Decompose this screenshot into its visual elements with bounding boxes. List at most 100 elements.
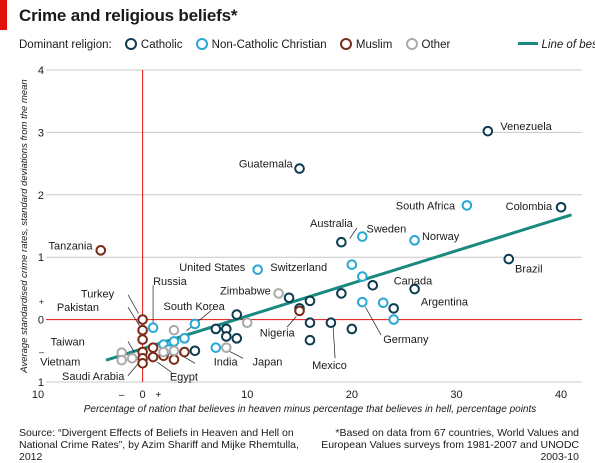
x-axis-label: Percentage of nation that believes in he…	[84, 404, 537, 415]
label-venezuela: Venezuela	[500, 121, 552, 133]
point-catholic	[285, 293, 294, 302]
point-muslim-tanzania	[96, 246, 105, 255]
x-tick-label: 30	[450, 389, 462, 401]
leader-line	[287, 316, 296, 327]
point-catholic	[191, 347, 200, 356]
y-axis-label: Average standardised crime rates, standa…	[19, 79, 30, 373]
y-tick-label: 1	[38, 252, 44, 264]
point-muslim-pakistan	[138, 326, 147, 335]
label-norway: Norway	[422, 231, 460, 243]
x-tick-label: 10	[32, 389, 44, 401]
point-muslim	[170, 355, 179, 364]
label-south-korea: South Korea	[164, 301, 226, 313]
label-united-states: United States	[179, 262, 246, 274]
point-other	[159, 348, 168, 357]
point-other-japan	[222, 343, 231, 352]
label-japan: Japan	[252, 356, 282, 368]
y-tick-label: 3	[38, 127, 44, 139]
label-zimbabwe: Zimbabwe	[220, 285, 271, 297]
label-canada: Canada	[394, 275, 433, 287]
point-muslim	[180, 348, 189, 357]
point-non-catholic-christian	[180, 334, 189, 343]
point-catholic-brazil	[504, 255, 513, 264]
point-non-catholic-christian-canada	[358, 272, 367, 281]
label-guatemala: Guatemala	[239, 159, 294, 171]
point-non-catholic-christian	[212, 343, 221, 352]
label-turkey: Turkey	[81, 288, 115, 300]
point-catholic-mexico	[327, 318, 336, 327]
data-points	[96, 127, 565, 368]
leader-line	[128, 307, 140, 326]
x-tick-label: 40	[555, 389, 567, 401]
point-non-catholic-christian-russia	[149, 323, 158, 332]
point-muslim	[149, 343, 158, 352]
point-catholic	[337, 238, 346, 247]
label-brazil: Brazil	[515, 263, 543, 275]
label-argentina: Argentina	[421, 297, 469, 309]
point-catholic	[212, 325, 221, 334]
point-non-catholic-christian-united-states	[253, 265, 262, 274]
point-other	[170, 347, 179, 356]
point-other-vietnam	[117, 356, 126, 365]
point-catholic-guatemala	[295, 164, 304, 173]
label-saudi-arabia: Saudi Arabia	[62, 371, 125, 383]
point-non-catholic-christian	[389, 315, 398, 324]
point-non-catholic-christian-germany	[358, 298, 367, 307]
point-catholic	[337, 289, 346, 298]
label-switzerland: Switzerland	[270, 262, 327, 274]
label-taiwan: Taiwan	[51, 336, 85, 348]
point-labels: VenezuelaGuatemalaColombiaBrazilArgentin…	[40, 121, 553, 383]
y-tick-label: 0	[38, 315, 44, 327]
leader-line	[128, 363, 138, 375]
point-catholic	[306, 318, 315, 327]
label-sweden: Sweden	[366, 223, 406, 235]
y-tick-label: 4	[38, 65, 44, 77]
point-catholic	[232, 334, 241, 343]
point-muslim-egypt	[138, 359, 147, 368]
label-germany: Germany	[383, 334, 429, 346]
leader-line	[128, 295, 138, 314]
y-tick-label: –	[39, 347, 44, 357]
point-non-catholic-christian	[170, 337, 179, 346]
leader-line	[128, 341, 134, 352]
label-pakistan: Pakistan	[57, 302, 99, 314]
point-non-catholic-christian	[191, 320, 200, 329]
x-tick-label: 10	[241, 389, 253, 401]
point-non-catholic-christian-australia	[348, 260, 357, 269]
y-tick-label: +	[39, 297, 44, 307]
x-tick-label: 20	[346, 389, 358, 401]
label-nigeria: Nigeria	[260, 328, 296, 340]
point-catholic	[232, 310, 241, 319]
point-muslim-nigeria	[295, 307, 304, 316]
y-tick-label: 1	[38, 377, 44, 389]
point-catholic	[222, 332, 231, 341]
point-other-south-korea	[170, 326, 179, 335]
point-other	[128, 354, 137, 363]
leader-line	[365, 307, 381, 335]
label-south-africa: South Africa	[396, 200, 456, 212]
x-tick-label: +	[155, 390, 161, 401]
point-other-zimbabwe	[274, 289, 283, 298]
point-catholic	[306, 297, 315, 306]
point-catholic	[368, 281, 377, 290]
point-catholic	[389, 304, 398, 313]
point-other	[243, 318, 252, 327]
point-catholic-colombia	[557, 203, 566, 212]
label-vietnam: Vietnam	[40, 356, 80, 368]
source-note: Source: “Divergent Effects of Beliefs in…	[19, 427, 309, 463]
label-india: India	[214, 356, 239, 368]
point-catholic	[348, 325, 357, 334]
point-muslim-turkey	[138, 315, 147, 324]
point-catholic-venezuela	[484, 127, 493, 136]
label-mexico: Mexico	[312, 360, 347, 372]
point-muslim	[149, 353, 158, 362]
leader-line	[333, 326, 335, 358]
x-tick-label: 0	[140, 389, 146, 401]
label-australia: Australia	[310, 218, 354, 230]
y-tick-label: 2	[38, 190, 44, 202]
point-non-catholic-christian-norway	[410, 236, 419, 245]
point-catholic	[306, 336, 315, 345]
